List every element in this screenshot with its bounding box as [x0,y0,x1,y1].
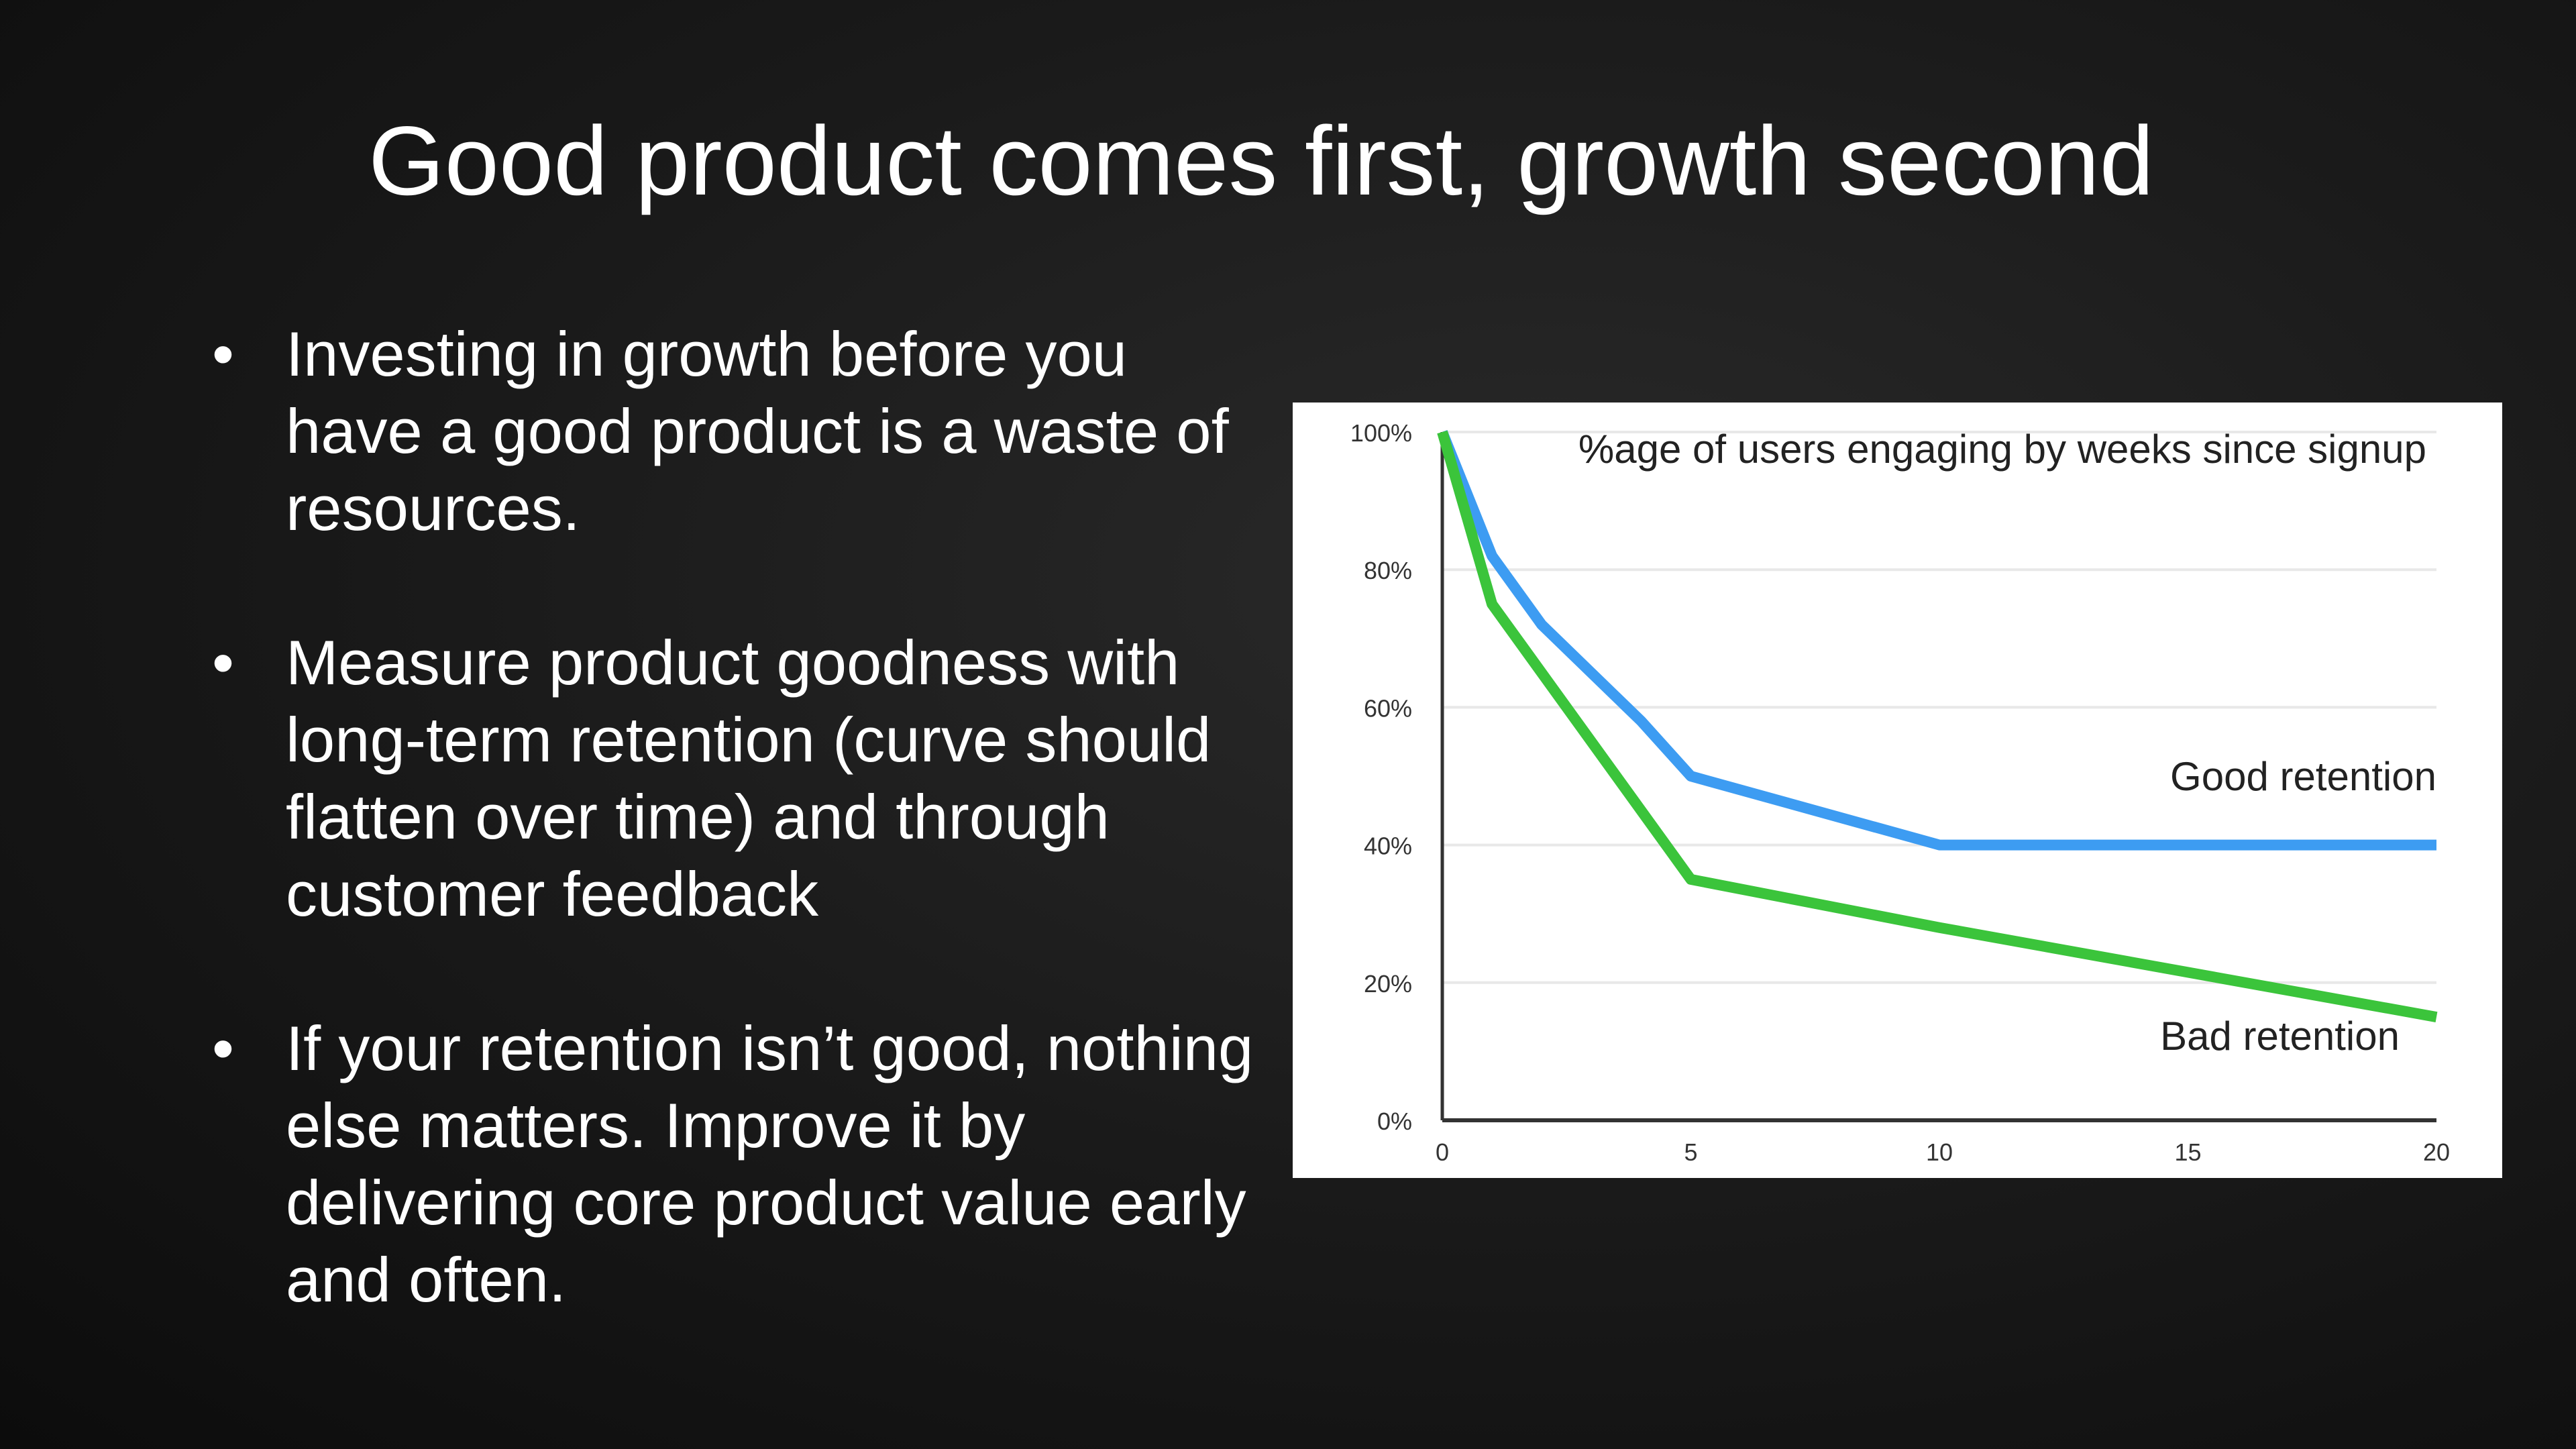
bullet-text: Measure product goodness with long-term … [286,627,1212,929]
bullet-item: • If your retention isn’t good, nothing e… [201,1010,1275,1318]
series-label-bad: Bad retention [2160,1014,2400,1059]
x-tick-label: 5 [1684,1138,1697,1166]
bullet-text: Investing in growth before you have a go… [286,319,1229,543]
chart-svg: 0% 20% 40% 60% 80% 100% 0 5 10 15 20 Good retention… [1350,419,2450,1166]
y-tick-label: 20% [1364,970,1412,998]
y-tick-label: 60% [1364,694,1412,722]
y-tick-label: 100% [1350,419,1412,447]
bullet-item: • Investing in growth before you have a g… [201,315,1275,547]
series-line-bad [1437,430,2438,1022]
retention-chart: 0% 20% 40% 60% 80% 100% 0 5 10 15 20 Good retention… [1293,402,2502,1178]
bullet-text: If your retention isn’t good, nothing el… [286,1013,1254,1315]
x-tick-label: 20 [2423,1138,2450,1166]
series-label-good: Good retention [2170,754,2436,799]
x-tick-label: 0 [1436,1138,1449,1166]
slide-title: Good product comes first, growth second [368,106,2154,215]
y-tick-label: 40% [1364,833,1412,860]
series-line-good [1437,430,2436,851]
bullet-item: • Measure product goodness with long-term… [201,624,1275,932]
y-tick-label: 0% [1377,1108,1412,1135]
x-tick-label: 10 [1926,1138,1953,1166]
bullet-icon: • [212,1013,234,1083]
bullet-icon: • [212,319,234,389]
x-tick-label: 15 [2174,1138,2201,1166]
chart-title: %age of users engaging by weeks since si… [1578,427,2426,472]
bullet-icon: • [212,627,234,698]
y-tick-label: 80% [1364,557,1412,584]
bullet-list: • Investing in growth before you have a g… [201,315,1275,1395]
